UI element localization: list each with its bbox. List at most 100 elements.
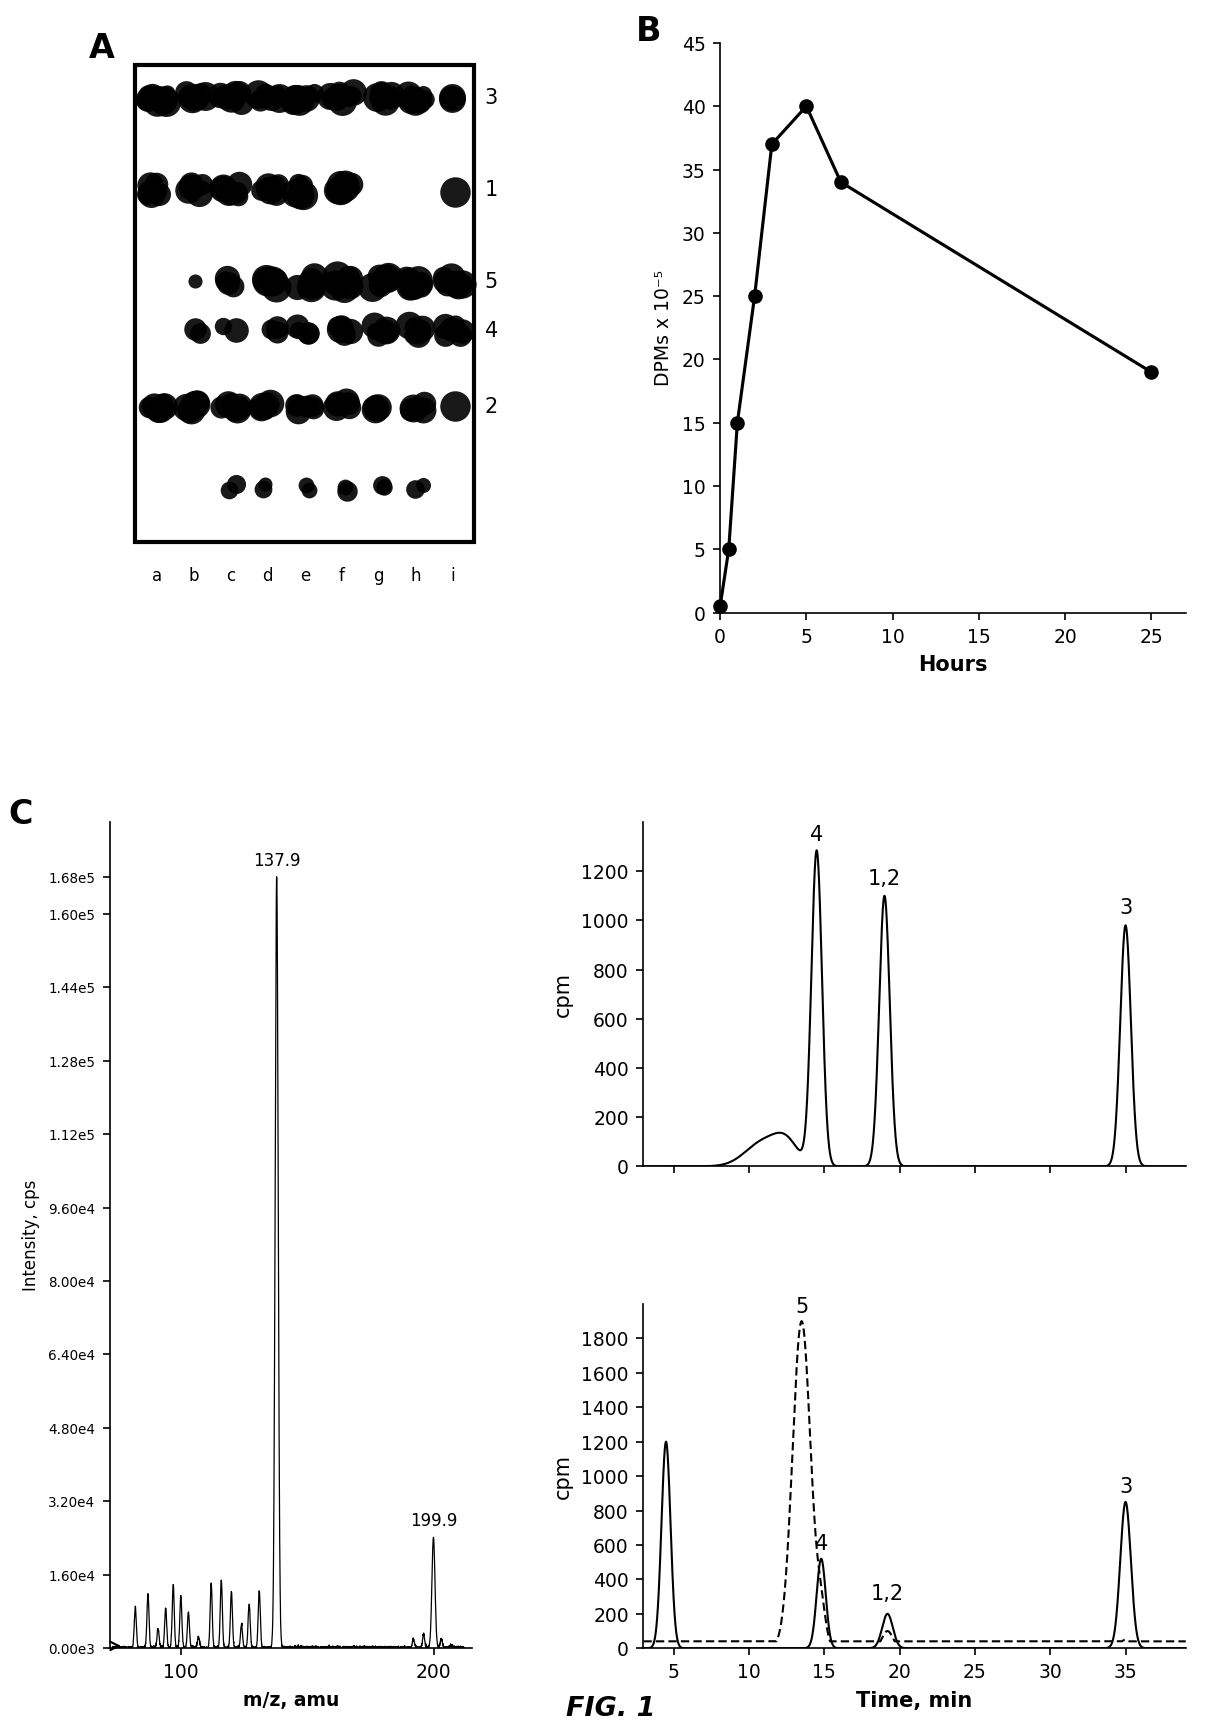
Point	[412, 271, 431, 298]
Point	[296, 392, 315, 420]
Point	[147, 170, 166, 198]
Point	[218, 264, 237, 291]
Point	[373, 80, 392, 108]
Text: 1,2: 1,2	[868, 869, 901, 888]
Point	[221, 389, 241, 416]
Text: 5: 5	[484, 272, 497, 291]
Point	[413, 472, 433, 500]
Point	[337, 477, 357, 505]
Point	[329, 78, 348, 106]
Point	[290, 174, 309, 201]
Point	[364, 396, 384, 423]
Point	[408, 267, 428, 295]
Point	[176, 394, 196, 422]
Point	[298, 82, 318, 109]
Point	[287, 85, 307, 113]
Point	[288, 316, 308, 344]
Point	[408, 319, 428, 347]
Point	[290, 88, 309, 116]
Point	[148, 397, 167, 425]
Point	[365, 318, 385, 345]
Point	[153, 389, 172, 416]
Text: 3: 3	[484, 88, 497, 108]
Point	[302, 271, 321, 298]
Point	[379, 80, 398, 108]
Point	[287, 312, 307, 340]
Point	[413, 82, 433, 109]
Point	[262, 316, 281, 344]
Point	[147, 177, 166, 205]
Point	[141, 172, 160, 200]
Text: g: g	[374, 567, 384, 585]
Point	[303, 394, 323, 422]
Point	[375, 83, 395, 111]
Point	[332, 87, 352, 115]
Point	[288, 170, 308, 198]
Point	[406, 475, 425, 503]
Point	[411, 87, 430, 115]
Point	[367, 83, 386, 111]
Point	[440, 318, 459, 345]
Point	[218, 390, 237, 418]
Point	[210, 82, 230, 109]
Point	[218, 269, 237, 297]
Point	[326, 312, 346, 340]
Point	[185, 390, 204, 418]
Point	[451, 271, 470, 298]
Point	[251, 394, 270, 422]
Point	[136, 88, 155, 116]
Point	[268, 170, 287, 198]
Point	[342, 82, 362, 109]
Point	[150, 396, 170, 423]
Point	[285, 85, 304, 113]
Point	[257, 267, 276, 295]
Text: 5: 5	[794, 1296, 808, 1317]
Point	[411, 87, 430, 115]
Point	[255, 82, 275, 109]
Point	[176, 78, 196, 106]
Point	[412, 267, 431, 295]
Point	[365, 390, 385, 418]
Text: c: c	[226, 567, 235, 585]
Point	[371, 82, 391, 109]
Point	[320, 83, 340, 111]
Point	[189, 179, 209, 206]
Point	[213, 175, 232, 203]
Point	[211, 394, 231, 422]
Point	[381, 82, 401, 109]
Point	[401, 80, 420, 108]
Point	[413, 397, 433, 425]
Point	[251, 87, 270, 115]
Point	[253, 475, 273, 503]
Text: 4: 4	[814, 1534, 827, 1553]
Point	[186, 175, 205, 203]
Point	[401, 396, 420, 423]
Point	[398, 82, 418, 109]
Point	[180, 87, 199, 115]
Point	[331, 314, 351, 342]
Point	[375, 88, 395, 116]
Point	[182, 170, 202, 198]
Point	[400, 87, 419, 115]
Point	[262, 85, 281, 113]
Point	[326, 394, 346, 422]
Point	[409, 88, 429, 116]
Point	[364, 396, 384, 423]
Point	[185, 85, 204, 113]
Point	[439, 267, 458, 295]
Point	[137, 180, 156, 208]
X-axis label: m/z, amu: m/z, amu	[242, 1690, 338, 1709]
Point	[414, 390, 434, 418]
Text: i: i	[451, 567, 455, 585]
Point	[376, 318, 396, 345]
Point	[284, 88, 303, 116]
Point	[230, 392, 249, 420]
Point	[370, 272, 390, 300]
Point	[187, 389, 207, 416]
Point	[434, 264, 453, 291]
Point	[191, 80, 210, 108]
Point	[255, 396, 275, 423]
Text: 3: 3	[1118, 1476, 1132, 1497]
Point	[154, 392, 174, 420]
Point	[214, 174, 233, 201]
